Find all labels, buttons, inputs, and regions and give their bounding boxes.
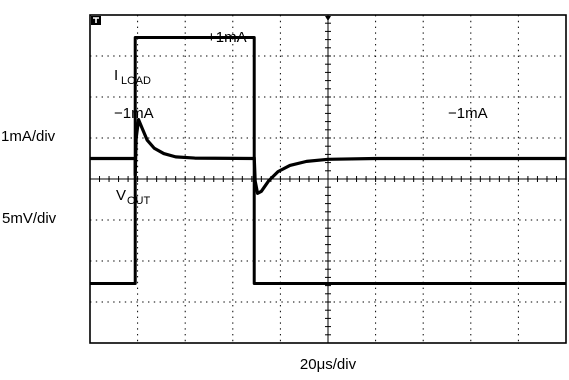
x-axis-scale-label: 20μs/div [300,356,357,373]
series-label-iload: I LOAD [114,67,151,87]
iload-label-main: I [114,67,118,84]
grid [90,15,566,343]
vout-trace [90,117,566,195]
vout-label-main: V [116,187,126,204]
iload-trace [90,36,566,286]
vout-scale-label: 5mV/div [2,210,57,227]
vout-label-sub: OUT [127,195,151,207]
iload-high-level-label: +1mA [207,29,247,46]
iload-low-level-label-left: −1mA [114,105,154,122]
trigger-marker-glyph [93,17,99,23]
plot-frame [89,14,567,344]
iload-low-level-label-right: −1mA [448,105,488,122]
iload-scale-label: 1mA/div [1,128,56,145]
traces [90,36,566,286]
trigger-marker [91,16,101,25]
iload-label-sub: LOAD [121,75,151,87]
series-label-vout: V OUT [116,187,151,207]
trigger-position-arrow [325,16,331,21]
